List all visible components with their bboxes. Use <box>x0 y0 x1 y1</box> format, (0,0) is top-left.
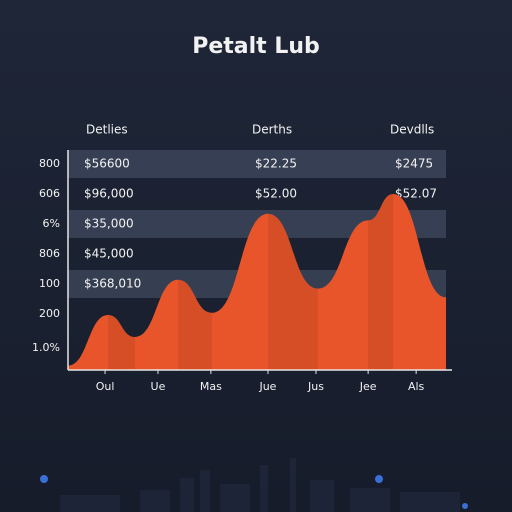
table-cell: $22.25 <box>255 157 297 171</box>
table-cell: $35,000 <box>84 217 134 231</box>
table-cell: $52.07 <box>395 187 437 201</box>
x-tick-label: Jee <box>359 380 377 393</box>
x-tick-label: Jue <box>258 380 276 393</box>
area <box>68 194 446 370</box>
table-cell: $56600 <box>84 157 130 171</box>
x-tick-label: Mas <box>200 380 222 393</box>
decor-dot <box>40 475 48 483</box>
x-tick-label: Oul <box>96 380 115 393</box>
row-band <box>68 150 446 178</box>
table-cell: $45,000 <box>84 247 134 261</box>
column-header: Detlies <box>86 123 128 137</box>
table-cell: $368,010 <box>84 277 141 291</box>
column-header: Derths <box>252 123 292 137</box>
area-stripe <box>368 194 394 370</box>
decor-dot <box>462 503 468 509</box>
row-label: 200 <box>39 307 60 320</box>
row-label: 100 <box>39 277 60 290</box>
row-label: 6% <box>43 217 60 230</box>
decor-dot <box>375 475 383 483</box>
row-label: 800 <box>39 157 60 170</box>
row-label: 1.0% <box>32 341 60 354</box>
chart-title: Petalt Lub <box>192 34 320 59</box>
skyline-decoration <box>60 458 460 512</box>
column-header: Devdlls <box>390 123 434 137</box>
table-cell: $2475 <box>395 157 433 171</box>
table-cell: $52.00 <box>255 187 297 201</box>
plot: Detlies Derths Devdlls 800 $56600 $22.25 $2475… <box>32 123 452 393</box>
x-tick-label: Ue <box>151 380 166 393</box>
x-tick-label: Als <box>408 380 425 393</box>
table-cell: $96,000 <box>84 187 134 201</box>
row-label: 606 <box>39 187 60 200</box>
x-tick-label: Jus <box>307 380 324 393</box>
row-label: 806 <box>39 247 60 260</box>
